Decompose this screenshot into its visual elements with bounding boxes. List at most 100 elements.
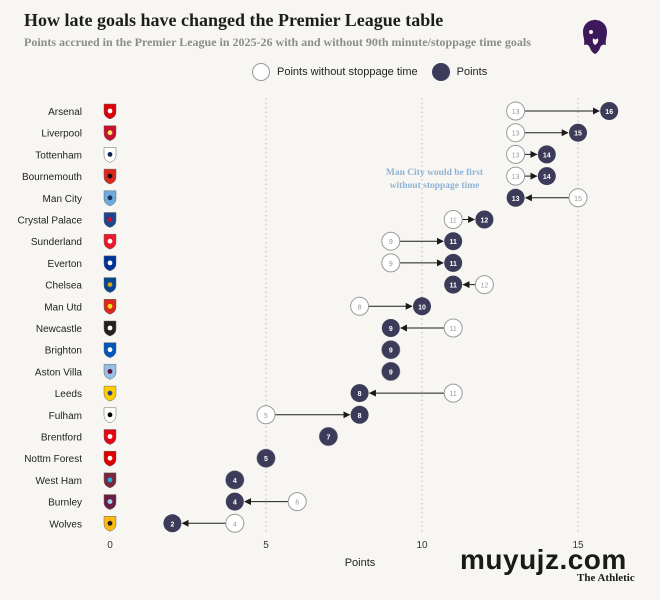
open-dot xyxy=(506,166,526,186)
team-row: Newcastle 11 9 xyxy=(36,318,463,338)
filled-dot-label: 16 xyxy=(605,109,613,116)
team-row: Crystal Palace 11 12 xyxy=(18,210,494,229)
open-dot xyxy=(381,253,401,273)
filled-dot-label: 8 xyxy=(358,391,362,398)
open-dot xyxy=(568,188,588,208)
fulham-crest-emblem xyxy=(107,412,113,418)
legend: Points without stoppage time Points xyxy=(252,61,501,83)
filled-dot xyxy=(475,210,494,229)
filled-dot xyxy=(444,253,463,272)
team-row: Fulham 5 8 xyxy=(49,405,369,425)
tottenham-crest-emblem xyxy=(107,152,113,157)
open-dot xyxy=(350,296,370,316)
open-dot xyxy=(443,210,463,229)
open-dot-label: 9 xyxy=(389,239,393,246)
filled-dot-label: 9 xyxy=(389,348,393,355)
open-dot xyxy=(474,275,494,295)
filled-dot-label: 10 xyxy=(418,304,426,311)
liverpool-crest-emblem xyxy=(107,130,113,136)
team-row: Liverpool 13 15 xyxy=(41,123,587,143)
filled-dot-label: 9 xyxy=(389,369,393,376)
team-row: Man City 15 13 xyxy=(43,188,588,208)
x-axis: 0 5 10 15 Points xyxy=(107,540,584,569)
team-label: Wolves xyxy=(49,519,82,530)
team-row: Burnley 6 4 xyxy=(48,492,307,512)
open-dot-label: 11 xyxy=(450,326,457,333)
team-label: Brighton xyxy=(45,346,82,357)
team-row: Arsenal 13 16 xyxy=(48,101,619,121)
open-dot-label: 12 xyxy=(481,283,489,290)
filled-dot-label: 11 xyxy=(449,283,457,290)
team-row: Nottm Forest55 xyxy=(24,448,276,468)
legend-points-label: Points xyxy=(456,66,488,78)
team-label: Leeds xyxy=(55,389,82,400)
filled-dot-label: 8 xyxy=(358,413,362,420)
open-dot xyxy=(225,513,245,533)
filled-dot xyxy=(444,232,463,251)
chart-title: How late goals have changed the Premier … xyxy=(24,10,444,30)
x-tick-label: 15 xyxy=(572,540,584,551)
x-tick-label: 10 xyxy=(416,540,428,551)
newcastle-crest-emblem xyxy=(107,325,113,331)
filled-dot-label: 15 xyxy=(574,131,582,138)
team-row: Wolves 4 2 xyxy=(49,513,245,533)
burnley-crest-emblem xyxy=(107,499,113,504)
team-row: Brentford77 xyxy=(41,427,338,446)
filled-dot-label: 14 xyxy=(543,152,551,159)
open-dot xyxy=(443,318,463,338)
x-axis-label: Points xyxy=(345,557,376,569)
open-dot-label: 6 xyxy=(295,500,299,507)
filled-dot xyxy=(350,384,369,403)
filled-dot xyxy=(537,145,556,164)
legend-item-points: Points xyxy=(431,63,488,81)
open-dot xyxy=(287,492,307,512)
team-label: Tottenham xyxy=(35,150,82,161)
team-label: Newcastle xyxy=(36,324,83,335)
filled-dot xyxy=(381,340,400,359)
filled-dot-label: 2 xyxy=(170,521,174,528)
open-dot-label: 4 xyxy=(233,521,237,528)
west-ham-crest-emblem xyxy=(107,477,113,483)
team-label: Crystal Palace xyxy=(18,216,83,227)
filled-dot xyxy=(257,449,275,468)
legend-open-circle-icon xyxy=(252,63,270,81)
team-label: Everton xyxy=(48,259,82,270)
bournemouth-crest-emblem xyxy=(107,173,113,179)
filled-dot-label: 5 xyxy=(264,456,268,463)
leeds-crest-emblem xyxy=(107,390,113,396)
filled-dot xyxy=(444,275,463,294)
filled-dot-label: 4 xyxy=(233,500,237,507)
team-label: Burnley xyxy=(48,498,82,509)
filled-dot xyxy=(381,362,400,381)
team-label: Arsenal xyxy=(48,107,82,118)
open-dot-label: 13 xyxy=(512,109,520,116)
filled-dot xyxy=(319,427,338,446)
nottm-forest-crest-emblem xyxy=(107,455,113,461)
filled-dot xyxy=(413,297,431,316)
filled-dot-label: 12 xyxy=(481,218,489,225)
team-label: Sunderland xyxy=(31,237,82,248)
open-dot-label: 11 xyxy=(450,218,457,225)
aston-villa-crest-emblem xyxy=(107,369,113,374)
filled-dot xyxy=(506,188,525,207)
filled-dot-label: 7 xyxy=(326,435,330,442)
filled-dot xyxy=(350,405,369,424)
premier-league-lion-icon xyxy=(583,19,607,54)
filled-dot xyxy=(225,492,244,511)
gridlines xyxy=(265,98,579,534)
team-row: Man Utd 8 10 xyxy=(44,296,431,316)
open-dot xyxy=(506,123,526,143)
team-row: Brighton99 xyxy=(45,340,401,360)
arsenal-crest-emblem xyxy=(107,108,113,114)
wolves-crest-emblem xyxy=(107,520,113,526)
open-dot-label: 13 xyxy=(512,152,520,159)
team-row: Leeds 11 8 xyxy=(55,383,463,403)
crystal-palace-crest-emblem xyxy=(107,217,113,222)
team-label: Liverpool xyxy=(41,129,82,140)
open-dot xyxy=(381,231,401,251)
everton-crest-emblem xyxy=(107,260,113,266)
team-label: Bournemouth xyxy=(22,172,82,183)
filled-dot-label: 11 xyxy=(449,239,457,246)
team-label: Chelsea xyxy=(45,281,82,292)
filled-dot-label: 11 xyxy=(449,261,457,268)
